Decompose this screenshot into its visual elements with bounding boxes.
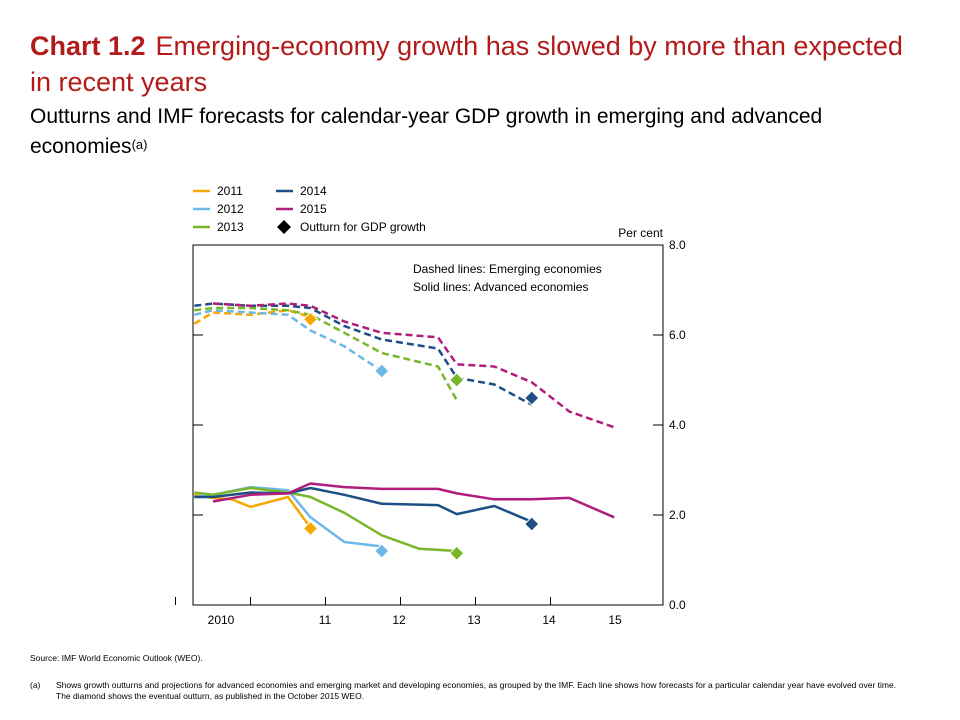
series-2012-advanced-outturn-diamond (374, 543, 390, 559)
legend-label-outturn: Outturn for GDP growth (300, 220, 426, 234)
footnote-marker: (a) (30, 680, 41, 690)
series-2013-emerging-line (194, 306, 458, 401)
series-2011-advanced-outturn-diamond (302, 520, 319, 537)
legend-outturn-diamond (277, 220, 291, 234)
annotation-line-2: Solid lines: Advanced economies (413, 280, 588, 294)
chart-number: Chart 1.2 (30, 31, 146, 61)
chart-markers (302, 311, 540, 561)
y-tick-label: 8.0 (669, 238, 686, 252)
legend-label-2011: 2011 (217, 184, 243, 198)
chart-lines (193, 302, 615, 553)
series-2014-advanced-line (194, 486, 533, 523)
series-2014-emerging-line (194, 302, 533, 406)
y-tick-label: 0.0 (669, 598, 686, 612)
y-tick-label: 6.0 (669, 328, 686, 342)
series-2014-advanced-outturn-diamond (524, 516, 540, 532)
chart-legend: 2011 2012 2013 2014 2015 Outturn for GDP grow… (193, 184, 426, 234)
footnote-text: Shows growth outturns and projections fo… (56, 680, 897, 701)
series-2013-advanced-line (194, 486, 457, 553)
x-tick-label: 2010 (208, 613, 235, 627)
source-note: Source: IMF World Economic Outlook (WEO)… (30, 653, 203, 663)
chart-title-text: Emerging-economy growth has slowed by mo… (30, 31, 903, 97)
x-tick-label: 12 (392, 613, 406, 627)
legend-label-2013: 2013 (217, 220, 244, 234)
x-tick-label: 11 (319, 613, 332, 627)
legend-label-2014: 2014 (300, 184, 327, 198)
x-tick-label: 13 (467, 613, 481, 627)
y-tick-label: 4.0 (669, 418, 686, 432)
series-2013-emerging-outturn-diamond (449, 372, 465, 388)
legend-label-2012: 2012 (217, 202, 244, 216)
subtitle-note-marker: (a) (131, 137, 148, 152)
plot-frame (192, 244, 664, 606)
chart-subtitle: Outturns and IMF forecasts for calendar-… (30, 103, 930, 161)
series-2011-emerging-outturn-diamond (302, 311, 319, 327)
chart-axes: 0.0 2.0 4.0 6.0 8.0 2010 11 12 13 14 15 (175, 238, 686, 627)
y-axis-label: Per cent (618, 226, 663, 240)
chart-title: Chart 1.2 Emerging-economy growth has slo… (30, 28, 930, 100)
chart-subtitle-text: Outturns and IMF forecasts for calendar-… (30, 105, 823, 158)
series-2013-advanced-outturn-diamond (449, 545, 465, 561)
series-2014-emerging-outturn-diamond (524, 390, 540, 406)
series-2012-emerging-outturn-diamond (374, 363, 390, 379)
y-tick-label: 2.0 (669, 508, 686, 522)
series-2012-emerging-line (194, 309, 383, 373)
legend-label-2015: 2015 (300, 202, 327, 216)
x-tick-label: 15 (608, 613, 622, 627)
x-tick-label: 14 (542, 613, 556, 627)
series-2015-emerging-line (212, 302, 615, 429)
series-2011-advanced-line (194, 493, 312, 529)
footnote: (a) Shows growth outturns and projection… (30, 680, 910, 702)
series-2015-advanced-line (212, 482, 615, 519)
annotation-line-1: Dashed lines: Emerging economies (413, 262, 602, 276)
